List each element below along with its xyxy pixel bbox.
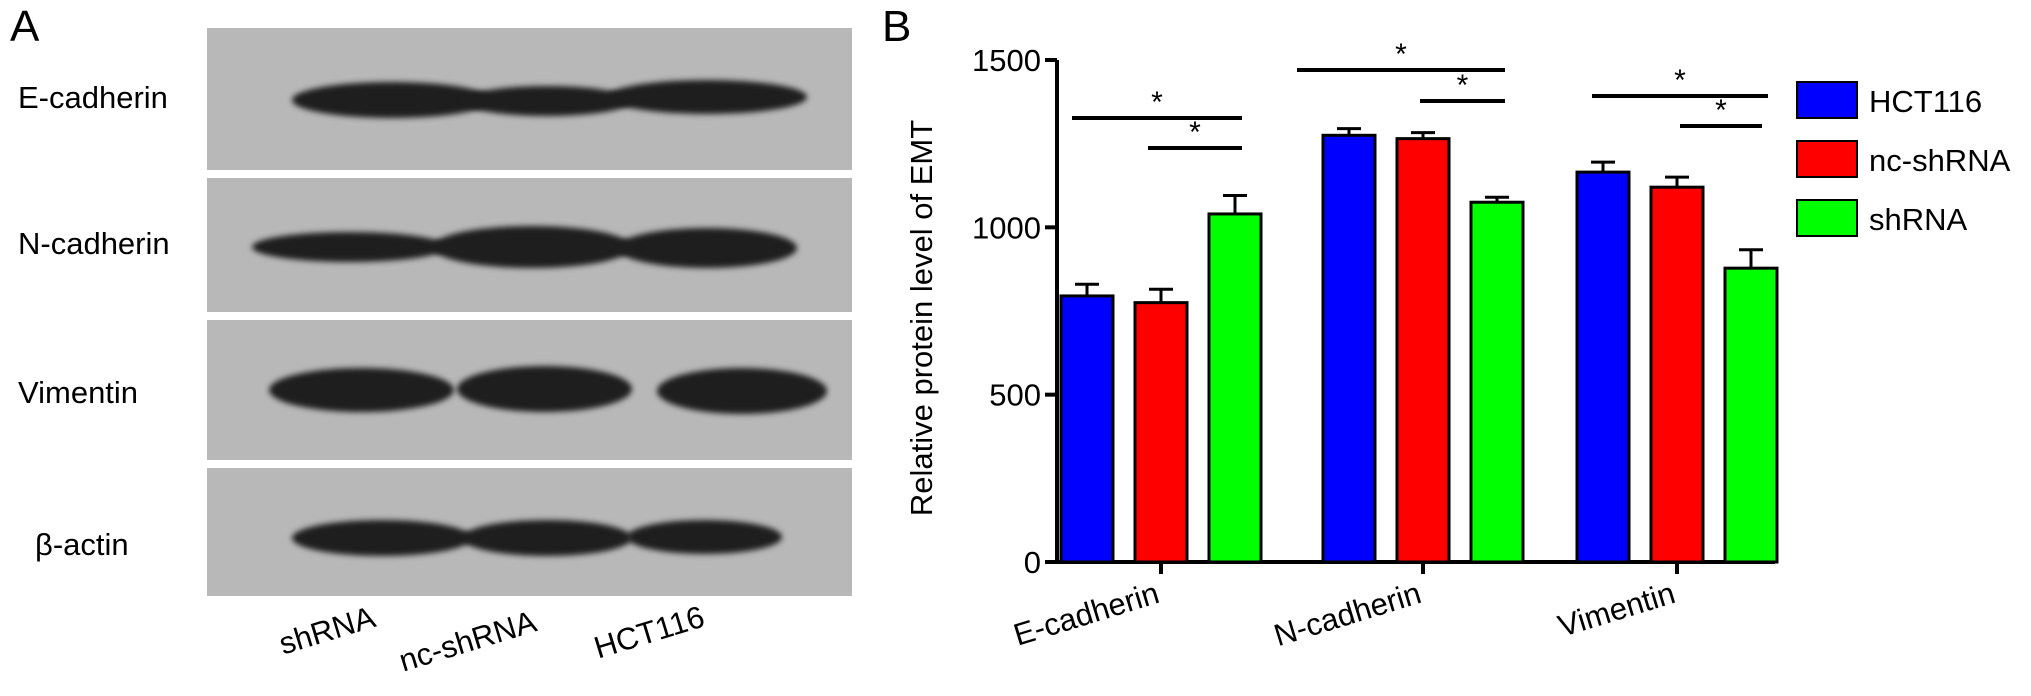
significance-asterisk: * [1189,116,1201,149]
blot-band [432,226,632,268]
blot-strip-e-cadherin [207,28,852,170]
y-tick-label: 1500 [972,43,1041,78]
blot-band [607,80,807,114]
significance-asterisk: * [1457,69,1469,102]
bar [1133,301,1189,564]
blot-band [292,82,492,118]
y-axis-label: Relative protein level of EMT [904,120,939,516]
x-tick-label: Vimentin [1554,575,1679,644]
significance-asterisk: * [1151,86,1163,119]
bar [1575,170,1631,564]
blot-band [292,520,472,556]
blot-strip-n-cadherin [207,178,852,312]
x-tick-label: E-cadherin [1009,575,1163,652]
blot-band [457,366,632,412]
legend-label: shRNA [1869,202,1968,237]
legend-label: nc-shRNA [1869,143,2011,178]
blot-band [657,368,827,414]
blot-band [462,520,632,556]
blot-strip-vimentin [207,320,852,460]
bar [1059,294,1115,564]
panel-a-label: A [10,2,40,51]
significance-asterisk: * [1395,38,1407,71]
bar [1649,185,1705,564]
legend-swatch [1796,199,1858,237]
legend-swatch [1796,81,1858,119]
blot-band [627,520,782,554]
significance-asterisk: * [1674,64,1686,97]
y-tick-label: 1000 [972,210,1041,245]
y-tick-label: 0 [1024,545,1041,580]
blot-band [462,86,632,116]
x-tick-label: N-cadherin [1270,575,1425,653]
bar [1469,200,1525,564]
bar [1723,266,1779,564]
blot-band [252,232,447,262]
blot-strip-beta-actin [207,468,852,596]
bar [1321,133,1377,564]
bar [1207,212,1263,564]
significance-asterisk: * [1715,94,1727,127]
blot-row-label: Vimentin [18,375,139,410]
blot-row-label: N-cadherin [18,226,170,261]
bar [1395,137,1451,564]
blot-row-label: β-actin [35,527,129,562]
blot-row-label: E-cadherin [18,80,168,115]
blot-band [269,368,454,412]
y-tick-label: 500 [989,378,1041,413]
blot-band [617,228,797,268]
legend-swatch [1796,140,1858,178]
legend-label: HCT116 [1869,84,1982,119]
panel-b-label: B [882,2,912,51]
